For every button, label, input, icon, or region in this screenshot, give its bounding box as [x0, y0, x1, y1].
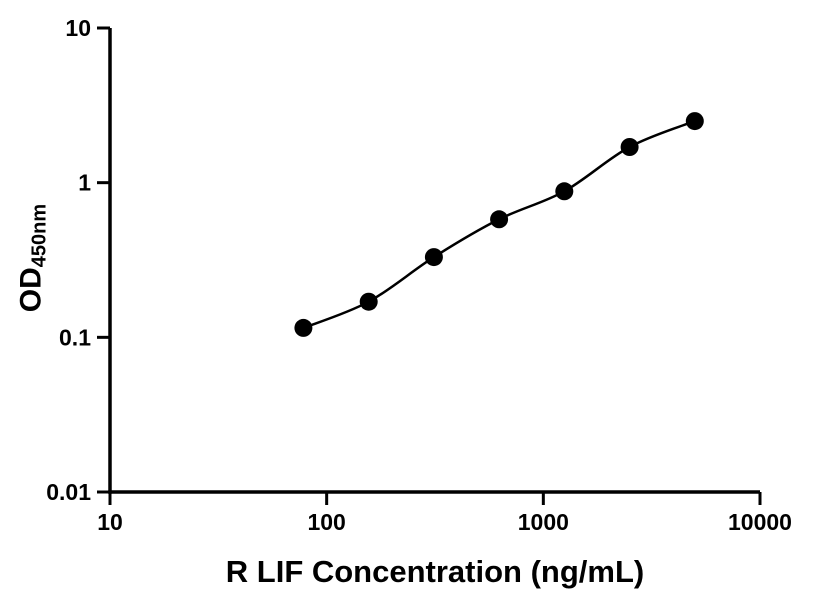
data-point [359, 292, 378, 311]
y-tick-label: 0.01 [46, 479, 91, 505]
y-tick-label: 1 [78, 170, 91, 196]
data-point [685, 112, 704, 131]
x-tick-label: 10000 [728, 509, 792, 535]
x-axis-label: R LIF Concentration (ng/mL) [225, 554, 645, 589]
data-point [424, 248, 443, 267]
x-tick-label: 10 [97, 509, 123, 535]
y-axis-label-main: OD [14, 267, 48, 313]
x-tick-label: 100 [307, 509, 345, 535]
y-axis-label-sub: 450nm [28, 203, 51, 268]
x-tick-label: 1000 [518, 509, 569, 535]
y-tick-label: 10 [65, 15, 91, 41]
data-point [490, 210, 509, 229]
y-tick-label: 0.1 [59, 324, 91, 350]
data-point [620, 138, 639, 156]
y-axis-label: OD450nm [15, 204, 52, 312]
data-point [555, 182, 574, 201]
data-point [294, 318, 313, 337]
